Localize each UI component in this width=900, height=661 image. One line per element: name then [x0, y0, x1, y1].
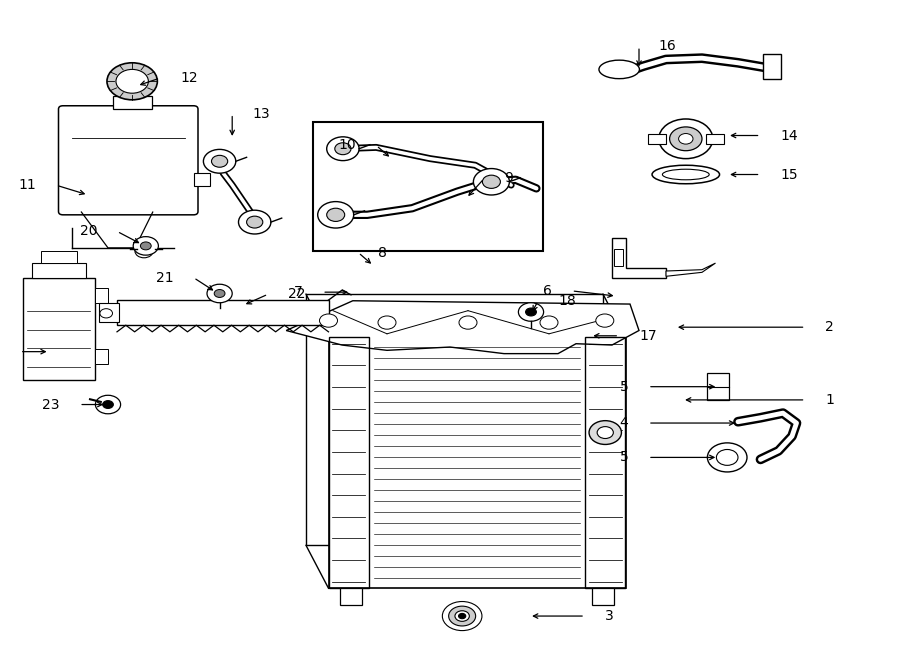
Circle shape — [214, 290, 225, 297]
Circle shape — [116, 69, 148, 93]
Bar — [117, 300, 328, 325]
Bar — [328, 337, 369, 588]
Text: 2: 2 — [825, 320, 834, 334]
Circle shape — [318, 202, 354, 228]
Circle shape — [597, 426, 613, 438]
Circle shape — [596, 314, 614, 327]
Text: 8: 8 — [378, 245, 387, 260]
Circle shape — [707, 443, 747, 472]
Text: 20: 20 — [80, 224, 97, 239]
Ellipse shape — [598, 60, 639, 79]
Text: 5: 5 — [619, 379, 628, 394]
Text: 6: 6 — [543, 284, 552, 298]
Circle shape — [458, 613, 466, 619]
Circle shape — [448, 606, 475, 626]
Bar — [763, 54, 781, 79]
Text: 3: 3 — [605, 609, 614, 623]
Text: 4: 4 — [619, 416, 628, 430]
Text: 23: 23 — [42, 397, 59, 412]
Ellipse shape — [652, 165, 720, 184]
Text: 7: 7 — [293, 285, 302, 299]
Text: 15: 15 — [780, 167, 798, 182]
Circle shape — [589, 420, 621, 444]
Circle shape — [247, 216, 263, 228]
Circle shape — [103, 401, 113, 408]
Text: 22: 22 — [288, 287, 305, 301]
Circle shape — [207, 284, 232, 303]
Circle shape — [135, 245, 153, 258]
Bar — [585, 337, 625, 588]
Bar — [648, 134, 666, 144]
Circle shape — [238, 210, 271, 234]
Text: 12: 12 — [180, 71, 198, 85]
Circle shape — [670, 127, 702, 151]
Circle shape — [659, 119, 713, 159]
Polygon shape — [666, 263, 716, 276]
Bar — [94, 288, 108, 303]
Text: 9: 9 — [504, 171, 513, 186]
Bar — [614, 249, 623, 266]
Circle shape — [442, 602, 482, 631]
Circle shape — [482, 175, 500, 188]
Text: 10: 10 — [338, 138, 356, 153]
Circle shape — [320, 314, 338, 327]
Text: 21: 21 — [156, 270, 174, 285]
Text: 17: 17 — [639, 329, 657, 343]
Polygon shape — [328, 337, 626, 588]
Circle shape — [140, 242, 151, 250]
Circle shape — [100, 309, 112, 318]
Bar — [592, 588, 614, 605]
Text: 13: 13 — [252, 106, 270, 121]
Bar — [22, 278, 94, 380]
Text: 16: 16 — [659, 39, 677, 54]
Circle shape — [203, 149, 236, 173]
Circle shape — [335, 143, 351, 155]
Bar — [112, 96, 152, 109]
Circle shape — [459, 316, 477, 329]
Circle shape — [679, 134, 693, 144]
Bar — [313, 122, 543, 251]
Circle shape — [716, 449, 738, 465]
Circle shape — [107, 63, 158, 100]
FancyBboxPatch shape — [58, 106, 198, 215]
Text: 18: 18 — [558, 293, 576, 308]
Circle shape — [212, 155, 228, 167]
Text: 14: 14 — [780, 128, 798, 143]
Bar — [40, 251, 76, 263]
Circle shape — [327, 208, 345, 221]
Circle shape — [378, 316, 396, 329]
Bar — [194, 173, 210, 186]
Circle shape — [454, 611, 470, 621]
Circle shape — [327, 137, 359, 161]
Bar — [707, 373, 729, 400]
Circle shape — [540, 316, 558, 329]
Bar — [99, 303, 119, 322]
Text: 1: 1 — [825, 393, 834, 407]
Circle shape — [133, 237, 158, 255]
Bar — [340, 588, 362, 605]
Ellipse shape — [662, 169, 709, 180]
Circle shape — [518, 303, 544, 321]
Circle shape — [473, 169, 509, 195]
Polygon shape — [612, 238, 666, 278]
Circle shape — [95, 395, 121, 414]
Text: 5: 5 — [619, 450, 628, 465]
Polygon shape — [306, 294, 603, 545]
Bar — [706, 134, 724, 144]
Polygon shape — [286, 301, 639, 354]
Text: 11: 11 — [18, 178, 36, 192]
Bar — [94, 349, 108, 364]
Circle shape — [526, 308, 536, 316]
Bar — [32, 263, 86, 278]
